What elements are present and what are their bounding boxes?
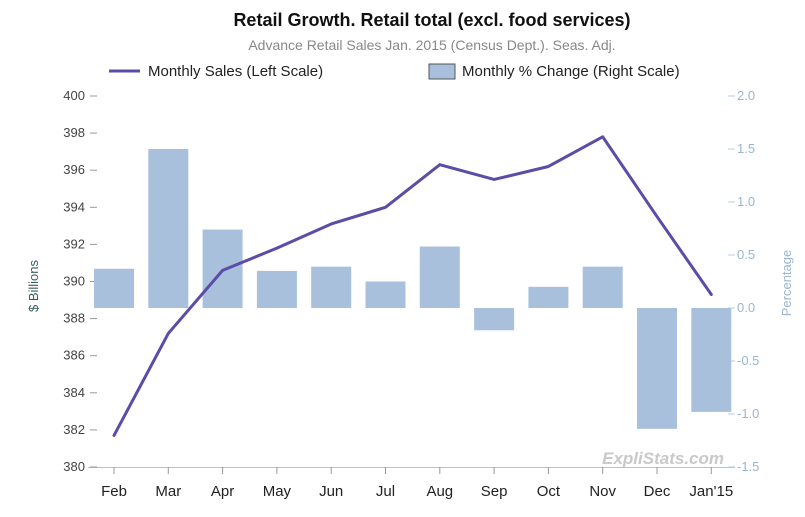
bar-sep	[474, 308, 515, 331]
y-tick-label: 382	[63, 422, 85, 437]
y-tick-label: 384	[63, 385, 85, 400]
y2-tick-label: 0.5	[737, 247, 755, 262]
y-tick-label: 380	[63, 459, 85, 474]
y-tick-label: 388	[63, 311, 85, 326]
x-tick-label: Feb	[101, 483, 127, 500]
plot-area: 380 382 384 386 388 390 392 394 396 398 400 -1.5 -1.…	[63, 88, 759, 500]
x-tick-label: Jul	[376, 483, 395, 500]
y-axis-title-left: $ Billions	[26, 259, 41, 312]
watermark: ExpliStats.com	[602, 449, 724, 468]
y-tick-label: 394	[63, 199, 85, 214]
y2-tick-label: 2.0	[737, 88, 755, 103]
legend: Monthly Sales (Left Scale) Monthly % Cha…	[109, 63, 680, 80]
x-tick-label: Aug	[426, 483, 453, 500]
legend-label-pct: Monthly % Change (Right Scale)	[462, 63, 680, 80]
bar-jun	[311, 266, 352, 308]
y2-tick-label: 1.5	[737, 141, 755, 156]
bar-feb	[94, 268, 134, 308]
bar-jul	[365, 281, 406, 308]
bar-oct	[528, 286, 569, 308]
chart-subtitle: Advance Retail Sales Jan. 2015 (Census D…	[248, 37, 615, 53]
chart-title: Retail Growth. Retail total (excl. food …	[233, 10, 630, 30]
x-tick-label: Sep	[481, 483, 508, 500]
y-tick-label: 392	[63, 236, 85, 251]
x-tick-label: Apr	[211, 483, 234, 500]
sales-line	[112, 135, 713, 437]
y2-tick-label: -0.5	[737, 353, 759, 368]
bar-may	[256, 270, 297, 308]
x-tick-label: Jun	[319, 483, 343, 500]
bar-mar	[148, 149, 189, 308]
x-tick-label: May	[263, 483, 292, 500]
x-tick-label: Oct	[537, 483, 561, 500]
y-tick-label: 398	[63, 125, 85, 140]
x-tick-label: Dec	[644, 483, 671, 500]
y2-tick-label: -1.5	[737, 459, 759, 474]
legend-bar-swatch	[428, 63, 456, 80]
bar-aug	[419, 246, 460, 308]
y-axis-title-right: Percentage	[779, 250, 794, 317]
legend-label-sales: Monthly Sales (Left Scale)	[148, 63, 323, 80]
bar-dec	[637, 308, 677, 429]
x-tick-label: Jan'15	[689, 483, 733, 500]
y2-tick-label: 0.0	[737, 300, 755, 315]
x-tick-label: Nov	[589, 483, 616, 500]
y2-tick-label: -1.0	[737, 406, 759, 421]
y-tick-label: 386	[63, 348, 85, 363]
x-tick-label: Mar	[155, 483, 181, 500]
y-tick-label: 390	[63, 274, 85, 289]
y-tick-label: 400	[63, 88, 85, 103]
y2-tick-label: 1.0	[737, 194, 755, 209]
bar-jan15	[691, 308, 732, 412]
y-tick-label: 396	[63, 162, 85, 177]
bar-nov	[582, 266, 623, 308]
